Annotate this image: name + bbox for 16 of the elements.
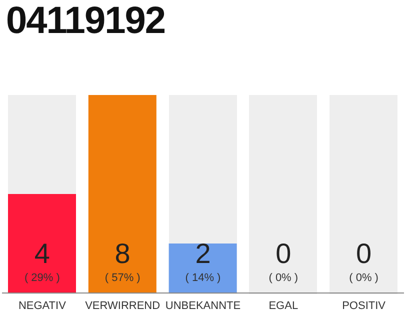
x-tick-label: NEGATIV [18,300,67,312]
x-tick-label: POSITIV [342,300,386,312]
data-label: 0 [276,238,292,269]
annotation: ( 0% ) [268,272,298,284]
data-label: 4 [34,238,50,269]
annotation: ( 14% ) [185,272,221,284]
annotation: ( 29% ) [24,272,60,284]
data-label: 2 [195,238,211,269]
x-tick-label: EGAL [268,300,298,312]
x-tick-label: VERWIRREND [85,300,160,312]
annotation: ( 0% ) [349,272,378,284]
x-tick-label: UNBEKANNTE [165,300,241,312]
data-label: 8 [114,238,130,269]
data-label: 0 [356,238,372,269]
annotation: ( 57% ) [104,272,140,284]
chart-title: 04119192 [6,0,165,43]
